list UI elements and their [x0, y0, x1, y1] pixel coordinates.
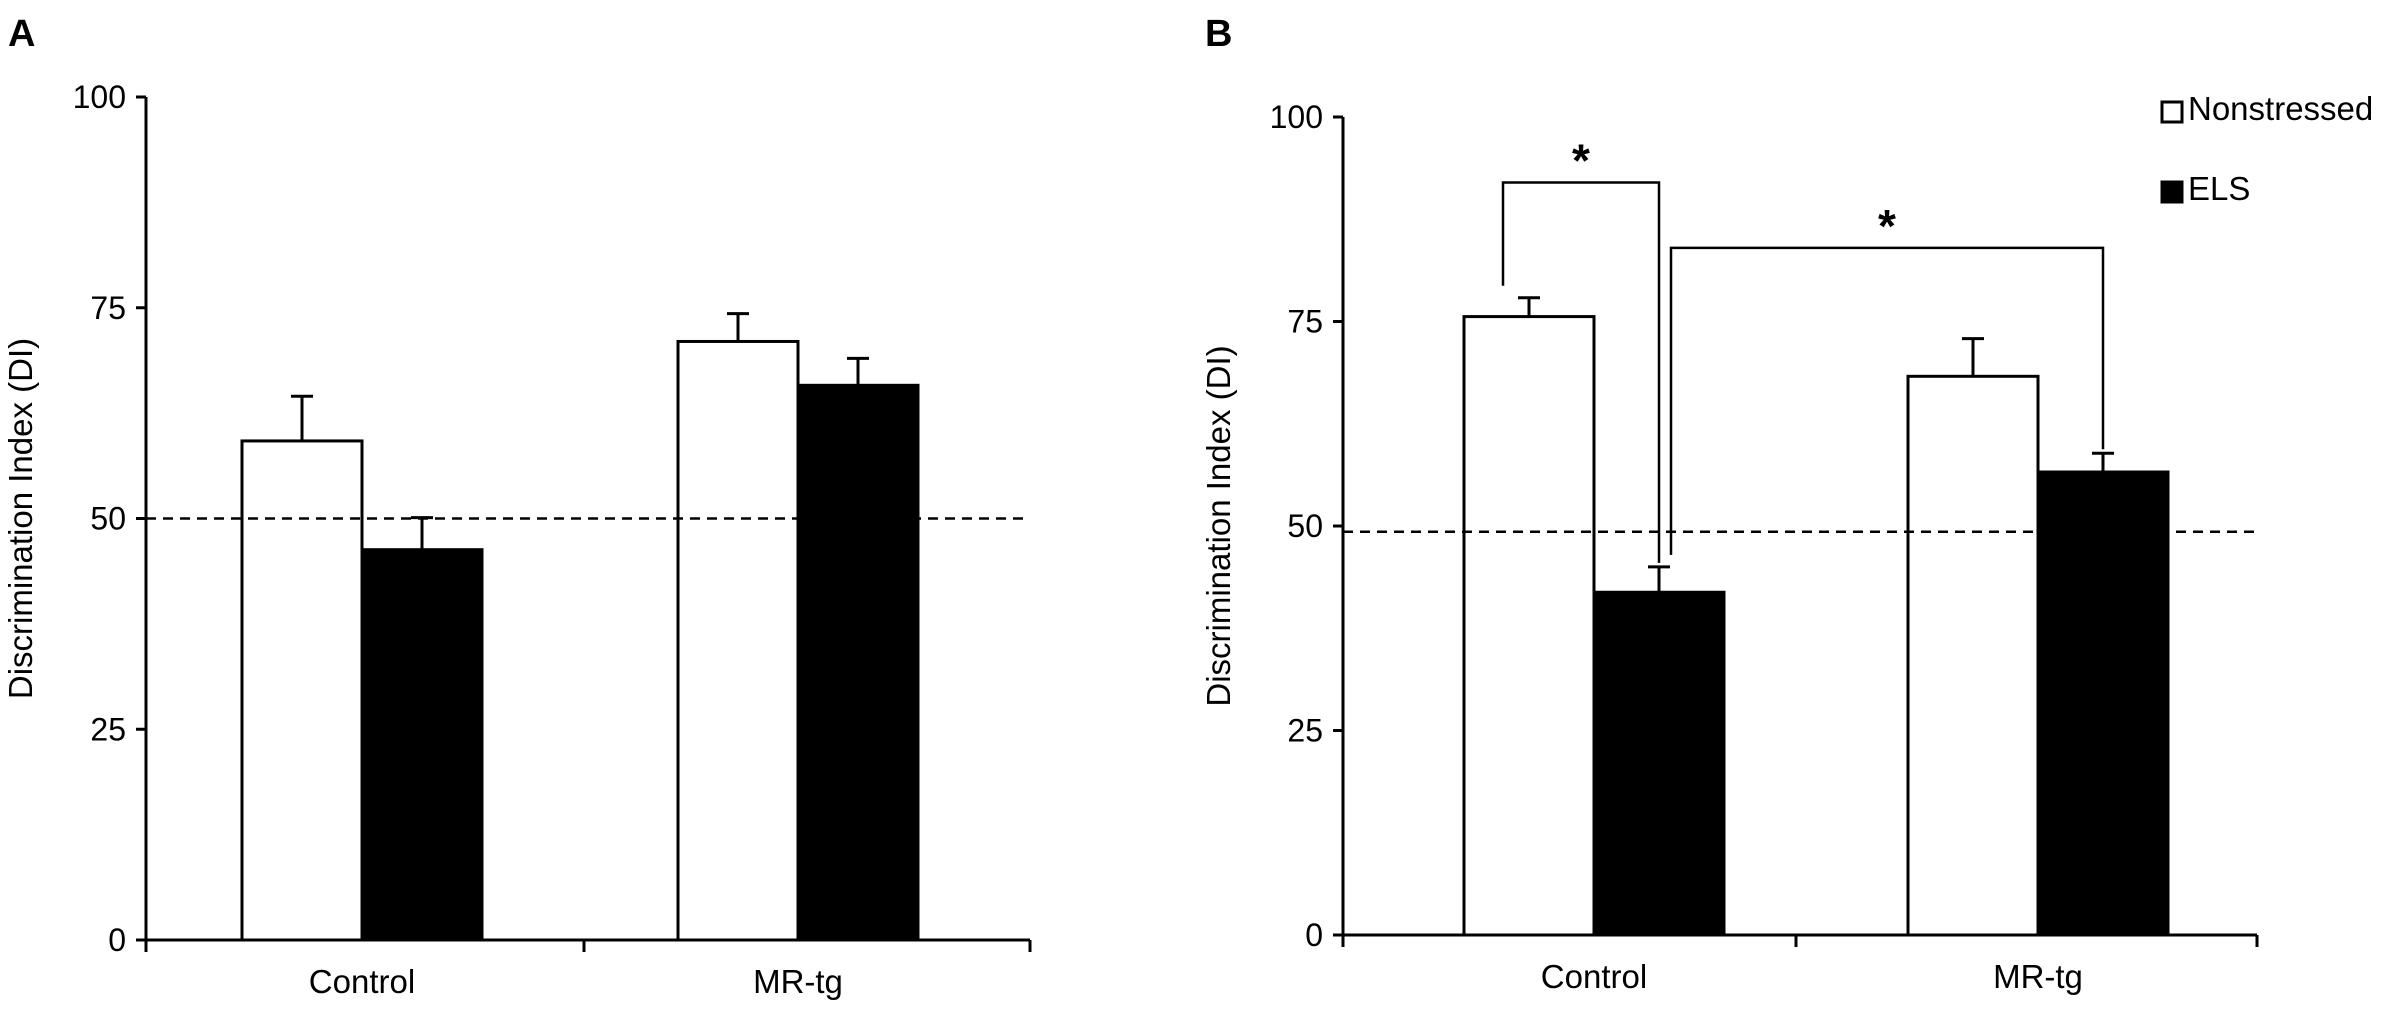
bar-els-mr-tg	[796, 383, 920, 942]
bar-nonstressed-control	[240, 439, 364, 942]
x-category-label: Control	[309, 963, 415, 1000]
y-tick-label: 75	[1287, 304, 1323, 340]
y-tick-label: 50	[1287, 508, 1323, 544]
x-category-label: MR-tg	[1993, 958, 2083, 995]
significance-star: *	[1878, 200, 1896, 252]
legend-label-nonstressed: Nonstressed	[2188, 90, 2373, 127]
y-axis-label: Discrimination Index (DI)	[2, 338, 39, 699]
y-tick-label: 75	[90, 290, 126, 326]
x-category-label: MR-tg	[753, 963, 843, 1000]
y-axis-label: Discrimination Index (DI)	[1200, 345, 1237, 706]
y-tick-label: 100	[1270, 99, 1323, 135]
bar-els-control	[360, 548, 484, 942]
bar-els-control	[1592, 590, 1726, 937]
y-tick-label: 50	[90, 501, 126, 537]
y-tick-label: 0	[108, 922, 126, 958]
bar-els-mr-tg	[2036, 470, 2170, 937]
x-category-label: Control	[1541, 958, 1647, 995]
y-tick-label: 25	[90, 711, 126, 747]
bar-nonstressed-mr-tg	[1906, 374, 2040, 937]
y-tick-label: 100	[73, 79, 126, 115]
bar-nonstressed-control	[1462, 315, 1596, 937]
y-tick-label: 0	[1305, 917, 1323, 953]
significance-bracket	[1501, 181, 1661, 563]
significance-bracket	[1669, 246, 2105, 555]
bar-nonstressed-mr-tg	[676, 339, 800, 942]
y-tick-label: 25	[1287, 713, 1323, 749]
legend-swatch-nonstressed	[2160, 100, 2184, 124]
significance-star: *	[1572, 134, 1590, 186]
panel-letter: B	[1205, 13, 1232, 55]
legend-label-els: ELS	[2188, 170, 2250, 207]
panel-letter: A	[8, 13, 35, 55]
legend-swatch-els	[2160, 180, 2184, 204]
